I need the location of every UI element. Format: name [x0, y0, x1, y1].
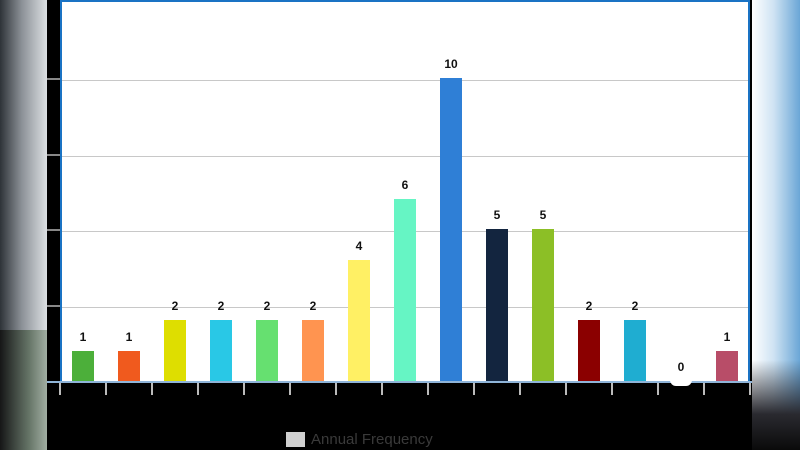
bar[interactable] — [348, 259, 370, 381]
bar-value-label: 5 — [493, 208, 501, 223]
bar-value-label: 2 — [585, 299, 593, 314]
gridline — [62, 155, 748, 157]
x-axis-tick — [473, 383, 475, 395]
x-axis-tick — [611, 383, 613, 395]
bar-value-label: 2 — [217, 299, 225, 314]
bar-value-label: 1 — [723, 329, 731, 344]
bar[interactable] — [394, 199, 416, 381]
bar-value-label: 2 — [263, 299, 271, 314]
bar-value-label: 6 — [401, 178, 409, 193]
bar[interactable] — [440, 77, 462, 381]
x-axis-tick — [335, 383, 337, 395]
x-axis-tick — [703, 383, 705, 395]
bar-value-label: 5 — [539, 208, 547, 223]
y-axis-strip — [47, 0, 60, 382]
x-axis-tick — [197, 383, 199, 395]
legend: Annual Frequency — [286, 431, 433, 448]
y-axis-tick — [47, 153, 60, 156]
x-axis-tick — [59, 383, 61, 395]
background-left-bottom — [0, 330, 48, 450]
background-right-bottom — [752, 360, 800, 450]
x-axis-tick — [565, 383, 567, 395]
x-axis-tick — [427, 383, 429, 395]
bar-value-label: 1 — [125, 329, 133, 344]
bar[interactable] — [532, 229, 554, 381]
legend-swatch — [286, 432, 305, 447]
x-axis-tick — [381, 383, 383, 395]
y-axis-tick — [47, 305, 60, 308]
bar-value-label: 0 — [677, 360, 685, 374]
x-axis-tick — [105, 383, 107, 395]
bar[interactable] — [256, 320, 278, 381]
bar[interactable] — [716, 350, 738, 381]
x-axis-tick — [151, 383, 153, 395]
bar-value-label: 1 — [79, 329, 87, 344]
bar-value-label: 2 — [171, 299, 179, 314]
x-axis-tick — [657, 383, 659, 395]
bar[interactable] — [72, 350, 94, 381]
bar[interactable] — [164, 320, 186, 381]
zero-bar-marker — [670, 380, 692, 386]
x-axis-tick — [289, 383, 291, 395]
x-axis-baseline — [47, 381, 752, 383]
x-axis-tick — [749, 383, 751, 395]
bar-value-label: 2 — [309, 299, 317, 314]
bar[interactable] — [486, 229, 508, 381]
bar[interactable] — [210, 320, 232, 381]
bar[interactable] — [624, 320, 646, 381]
gridline — [62, 79, 748, 81]
x-axis-tick — [519, 383, 521, 395]
x-axis-band — [47, 383, 752, 450]
bar-value-label: 2 — [631, 299, 639, 314]
bar-value-label: 10 — [444, 56, 458, 71]
legend-label: Annual Frequency — [311, 431, 433, 448]
bar-value-label: 4 — [355, 238, 363, 253]
bar[interactable] — [118, 350, 140, 381]
y-axis-tick — [47, 229, 60, 232]
bar[interactable] — [578, 320, 600, 381]
bar[interactable] — [302, 320, 324, 381]
x-axis-tick — [243, 383, 245, 395]
y-axis-tick — [47, 77, 60, 80]
